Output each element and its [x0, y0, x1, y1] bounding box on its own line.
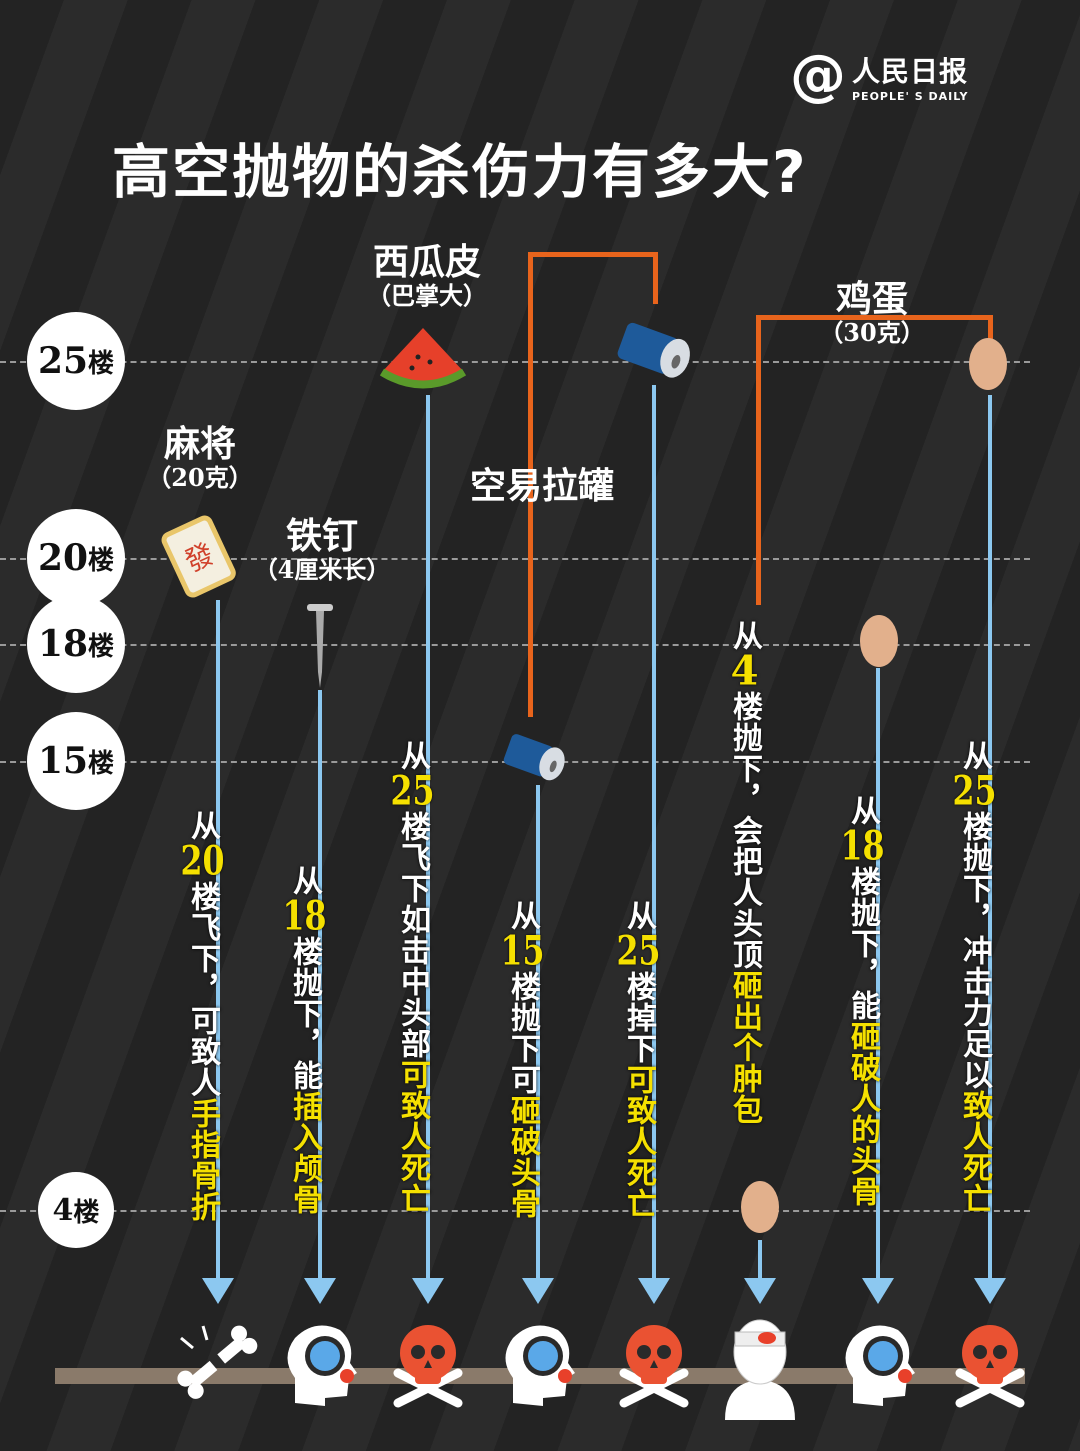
bracket-can-top [528, 252, 658, 257]
impact-description: 从15楼抛下可砸破头骨 [500, 900, 545, 1219]
arrow-head-icon [412, 1278, 444, 1304]
broken-bone-icon [173, 1318, 263, 1412]
watermelon-rind-icon [379, 328, 467, 389]
bracket-egg [756, 315, 761, 605]
skull-icon [383, 1318, 473, 1412]
label-watermelon: 西瓜皮 （巴掌大） [367, 242, 487, 310]
egg-icon [969, 338, 1007, 390]
impact-description: 从20楼飞下，可致人手指骨折 [180, 810, 225, 1222]
bracket-can-right [653, 252, 658, 304]
impact-description: 从25楼掉下可致人死亡 [616, 900, 661, 1219]
label-can: 空易拉罐 [469, 466, 615, 507]
head-injury-icon [833, 1318, 923, 1412]
arrow-head-icon [304, 1278, 336, 1304]
arrow-head-icon [744, 1278, 776, 1304]
people-daily-logo: @ 人民日报 PEOPLE' S DAILY [790, 43, 969, 108]
page-title: 高空抛物的杀伤力有多大? [112, 138, 808, 206]
can-icon [503, 734, 565, 781]
label-egg: 鸡蛋 （30克） [819, 279, 925, 347]
impact-description: 从18楼抛下，能插入颅骨 [282, 865, 327, 1215]
fall-arrow-line [318, 690, 322, 1280]
impact-description: 从18楼抛下，能砸破人的头骨 [840, 795, 885, 1207]
fall-arrow-line [988, 395, 992, 1280]
impact-description: 从25楼飞下如击中头部可致人死亡 [390, 740, 435, 1214]
arrow-head-icon [974, 1278, 1006, 1304]
floor-badge-15: 15 楼 [27, 712, 125, 810]
bracket-egg-top [756, 315, 993, 320]
arrow-head-icon [638, 1278, 670, 1304]
bracket-egg-right [988, 315, 993, 343]
skull-icon [609, 1318, 699, 1412]
fall-arrow-line [876, 668, 880, 1280]
fall-arrow-line [536, 785, 540, 1280]
can-icon [617, 322, 690, 378]
floor-badge-18: 18 楼 [27, 595, 125, 693]
arrow-head-icon [202, 1278, 234, 1304]
floor-line-18 [0, 644, 1030, 646]
fall-arrow-line [652, 385, 656, 1280]
floor-badge-25: 25 楼 [27, 312, 125, 410]
fall-arrow-line [426, 395, 430, 1280]
floor-badge-20: 20 楼 [27, 509, 125, 607]
arrow-head-icon [862, 1278, 894, 1304]
impact-description: 从4楼抛下，会把人头顶砸出个肿包 [727, 620, 762, 1125]
egg-icon [741, 1181, 779, 1233]
bracket-can [528, 252, 533, 717]
skull-icon [945, 1318, 1035, 1412]
mahjong-tile-icon: 發 [161, 515, 236, 598]
floor-line-20 [0, 558, 1030, 560]
label-mahjong: 麻将 （20克） [147, 424, 253, 492]
floor-line-25 [0, 361, 1030, 363]
label-nail: 铁钉 （4厘米长） [253, 516, 391, 584]
fall-arrow-line [216, 600, 220, 1280]
egg-icon [860, 615, 898, 667]
fall-arrow-line [758, 1240, 762, 1280]
bandaged-head-icon [715, 1312, 805, 1426]
nail-icon [307, 604, 333, 688]
impact-description: 从25楼抛下，冲击力足以致人死亡 [952, 740, 997, 1214]
arrow-head-icon [522, 1278, 554, 1304]
head-injury-icon [275, 1318, 365, 1412]
floor-line-4 [0, 1210, 1030, 1212]
head-injury-icon [493, 1318, 583, 1412]
